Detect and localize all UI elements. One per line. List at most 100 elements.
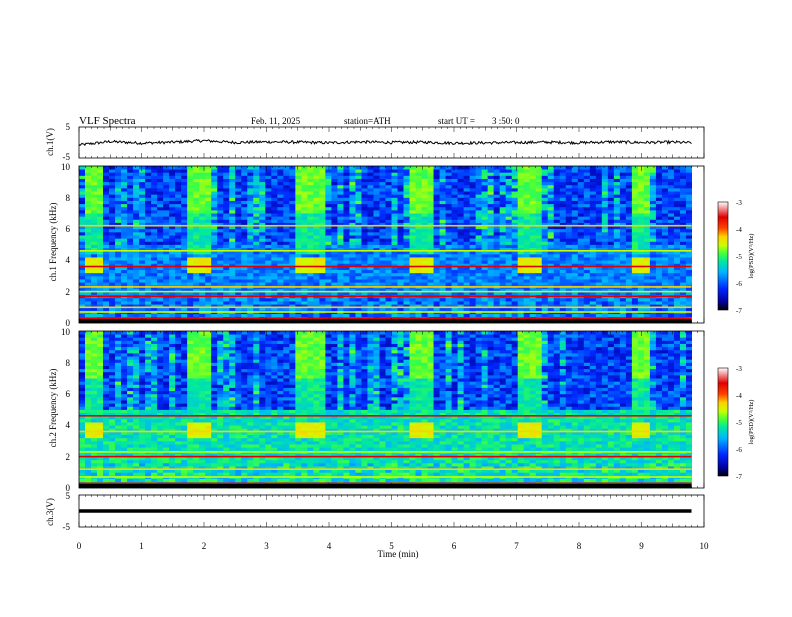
spectrogram-cell — [199, 235, 205, 239]
spectrogram-cell — [259, 204, 265, 208]
spectrogram-cell — [518, 194, 524, 198]
spectrogram-cell — [163, 201, 169, 205]
spectrogram-cell — [506, 257, 512, 261]
spectrogram-cell — [398, 229, 404, 233]
spectrogram-cell — [253, 298, 259, 302]
spectrogram-cell — [205, 229, 211, 233]
spectrogram-cell — [464, 298, 470, 302]
spectrogram-cell — [361, 270, 367, 274]
ch1-spectrogram-image — [79, 166, 704, 323]
spectrogram-cell — [434, 276, 440, 280]
spectrogram-cell — [620, 314, 626, 318]
spectrogram-cell — [319, 282, 325, 286]
spectrogram-cell — [85, 197, 91, 201]
spectrogram-cell — [79, 179, 85, 183]
spectrogram-cell — [289, 314, 295, 318]
spectrogram-cell — [385, 166, 391, 170]
spectrogram-cell — [367, 301, 373, 305]
spectrogram-cell — [554, 238, 560, 242]
spectrogram-cell — [458, 279, 464, 283]
spectrogram-cell — [319, 175, 325, 179]
spectrogram-cell — [337, 273, 343, 277]
spectrogram-cell — [277, 188, 283, 192]
spectrogram-cell — [488, 207, 494, 211]
spectrogram-cell — [506, 314, 512, 318]
spectrogram-cell — [536, 273, 542, 277]
spectrogram-cell — [181, 276, 187, 280]
spectrogram-cell — [470, 194, 476, 198]
spectrogram-cell — [458, 191, 464, 195]
spectrogram-cell — [440, 194, 446, 198]
spectrogram-cell — [313, 219, 319, 223]
spectrogram-cell — [307, 229, 313, 233]
spectrogram-cell — [536, 175, 542, 179]
spectrogram-cell — [127, 232, 133, 236]
spectrogram-cell — [440, 273, 446, 277]
spectrogram-cell — [392, 279, 398, 283]
spectrogram-cell — [91, 207, 97, 211]
spectrogram-cell — [428, 314, 434, 318]
spectrogram-cell — [379, 229, 385, 233]
spectrogram-cell — [440, 270, 446, 274]
spectrogram-cell — [253, 197, 259, 201]
spectrogram-cell — [440, 257, 446, 261]
spectrogram-cell — [187, 276, 193, 280]
spectrogram-cell — [145, 197, 151, 201]
spectrogram-cell — [398, 191, 404, 195]
spectrogram-cell — [193, 260, 199, 264]
spectrogram-cell — [385, 194, 391, 198]
spectrogram-cell — [349, 169, 355, 173]
spectrogram-cell — [151, 207, 157, 211]
spectrogram-cell — [331, 229, 337, 233]
spectrogram-cell — [590, 169, 596, 173]
spectrogram-cell — [235, 213, 241, 217]
spectrogram-cell — [283, 207, 289, 211]
spectrogram-cell — [536, 314, 542, 318]
spectrogram-cell — [187, 194, 193, 198]
spectrogram-cell — [638, 282, 644, 286]
spectrogram-cell — [343, 241, 349, 245]
spectrogram-cell — [470, 254, 476, 258]
spectrogram-cell — [632, 207, 638, 211]
spectrogram-cell — [392, 182, 398, 186]
spectrogram-cell — [163, 172, 169, 176]
spectrogram-cell — [560, 216, 566, 220]
spectrogram-cell — [145, 276, 151, 280]
spectrogram-cell — [193, 235, 199, 239]
spectrogram-cell — [343, 197, 349, 201]
spectrogram-cell — [446, 282, 452, 286]
spectrogram-cell — [524, 191, 530, 195]
spectrogram-cell — [596, 216, 602, 220]
spectrogram-cell — [199, 254, 205, 258]
spectrogram-cell — [566, 245, 572, 249]
spectrogram-cell — [223, 216, 229, 220]
spectrogram-cell — [187, 314, 193, 318]
spectrogram-cell — [343, 188, 349, 192]
spectrogram-cell — [151, 197, 157, 201]
spectrogram-cell — [319, 172, 325, 176]
spectrogram-cell — [584, 204, 590, 208]
spectrogram-cell — [187, 185, 193, 189]
spectrogram-cell — [121, 166, 127, 170]
spectrogram-cell — [620, 270, 626, 274]
spectrogram-cell — [259, 232, 265, 236]
spectrogram-cell — [355, 257, 361, 261]
spectrogram-cell — [482, 182, 488, 186]
spectrogram-cell — [422, 182, 428, 186]
spectrogram-cell — [337, 216, 343, 220]
spectrogram-cell — [175, 314, 181, 318]
spectrogram-cell — [614, 241, 620, 245]
spectrogram-cell — [488, 172, 494, 176]
spectrogram-cell — [416, 179, 422, 183]
spectrogram-cell — [253, 241, 259, 245]
spectrogram-cell — [428, 238, 434, 242]
spectrogram-cell — [524, 298, 530, 302]
spectrogram-cell — [289, 191, 295, 195]
spectrogram-cell — [506, 298, 512, 302]
spectrogram-cell — [283, 213, 289, 217]
spectrogram-cell — [554, 175, 560, 179]
spectrogram-cell — [584, 216, 590, 220]
spectrogram-cell — [446, 245, 452, 249]
spectrogram-cell — [277, 257, 283, 261]
spectrogram-cell — [638, 301, 644, 305]
